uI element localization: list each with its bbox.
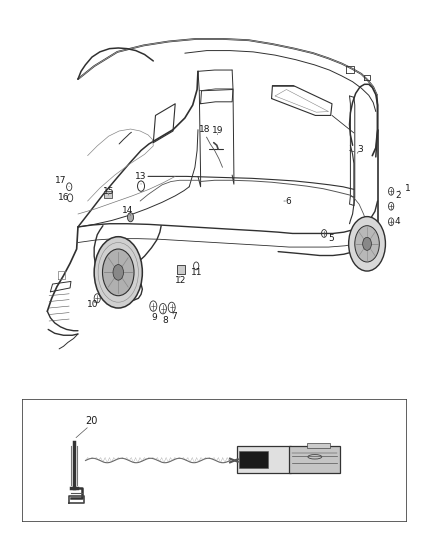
Text: 18: 18	[199, 125, 211, 138]
Bar	[290, 446, 339, 473]
Text: 13: 13	[135, 172, 147, 184]
Circle shape	[349, 216, 385, 271]
Text: 17: 17	[55, 176, 69, 187]
Bar	[237, 446, 291, 473]
Text: 19: 19	[212, 126, 224, 135]
Circle shape	[355, 225, 379, 262]
Text: 1: 1	[399, 183, 411, 192]
Bar	[307, 443, 330, 448]
Text: 3: 3	[357, 144, 363, 154]
Circle shape	[102, 249, 134, 296]
Text: 20: 20	[85, 416, 98, 426]
Text: 5: 5	[324, 233, 334, 243]
Bar	[239, 450, 268, 468]
Text: 7: 7	[171, 312, 177, 321]
Text: 11: 11	[191, 268, 202, 277]
Text: 12: 12	[175, 276, 186, 285]
Circle shape	[113, 264, 124, 280]
Text: 10: 10	[87, 300, 99, 309]
Bar	[104, 191, 112, 198]
Text: 8: 8	[162, 312, 169, 326]
Circle shape	[127, 213, 134, 222]
Text: 9: 9	[151, 310, 157, 322]
Text: 2: 2	[391, 191, 400, 206]
Text: 4: 4	[391, 217, 400, 227]
Circle shape	[363, 237, 371, 251]
Text: 16: 16	[58, 193, 69, 203]
Text: 14: 14	[122, 206, 134, 215]
Text: 6: 6	[284, 197, 291, 206]
Text: 15: 15	[103, 187, 114, 196]
Circle shape	[94, 237, 142, 308]
Bar	[177, 264, 185, 273]
